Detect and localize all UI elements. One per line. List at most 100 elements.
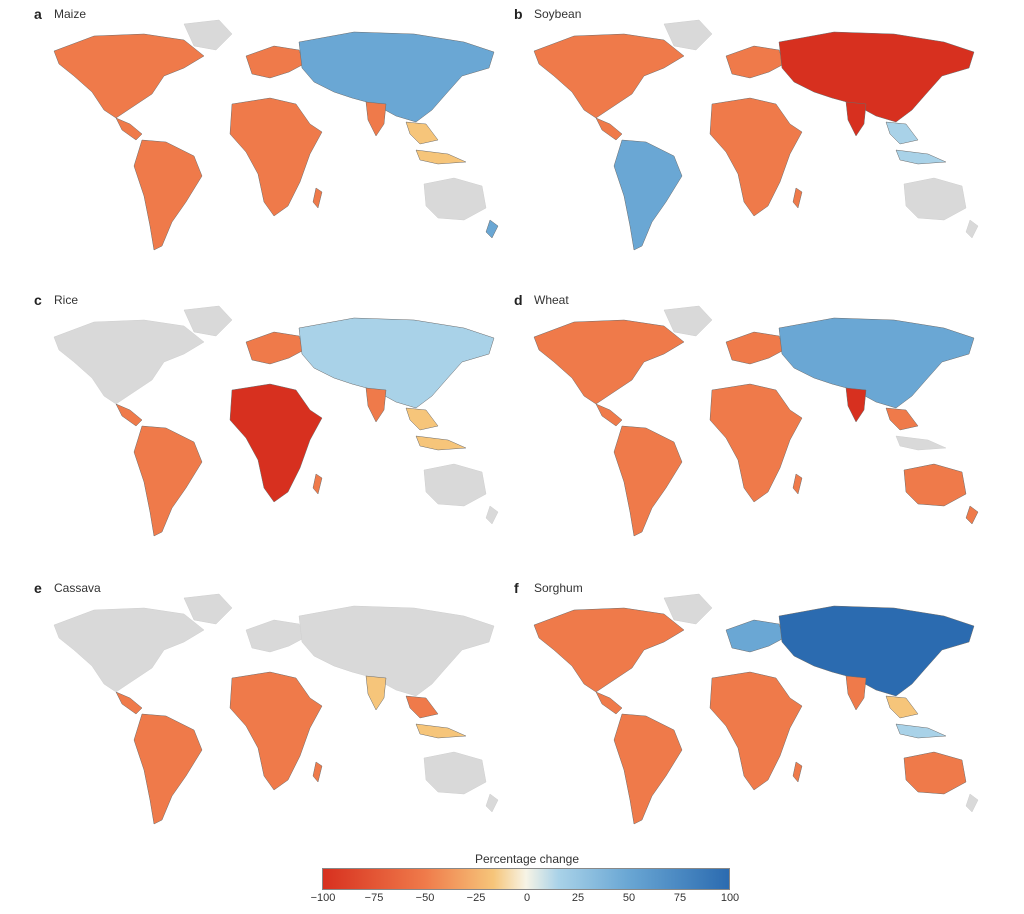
- world-map: [53, 593, 499, 825]
- region-india: [365, 387, 387, 423]
- region-europe: [245, 45, 305, 79]
- region-nz: [965, 793, 979, 813]
- panel-letter: c: [34, 292, 42, 308]
- region-indonesia: [895, 723, 947, 739]
- region-greenland: [183, 593, 233, 625]
- region-asia: [298, 317, 495, 409]
- region-seAsia: [885, 695, 919, 719]
- region-asia: [298, 31, 495, 123]
- panel-letter: f: [514, 580, 519, 596]
- region-europe: [245, 619, 305, 653]
- region-australia: [423, 751, 487, 795]
- region-seAsia: [405, 121, 439, 145]
- region-nz: [485, 793, 499, 813]
- region-indonesia: [895, 435, 947, 451]
- region-india: [365, 675, 387, 711]
- region-centralAm: [595, 403, 623, 427]
- world-map: [533, 19, 979, 251]
- legend-tick: 50: [622, 892, 636, 904]
- world-map: [533, 305, 979, 537]
- region-asia: [778, 605, 975, 697]
- region-madagascar: [792, 761, 803, 783]
- region-indonesia: [415, 149, 467, 165]
- panel-rice: c Rice: [34, 292, 534, 562]
- region-indonesia: [415, 435, 467, 451]
- region-southAmerica: [133, 425, 203, 537]
- legend-tick: 100: [720, 892, 740, 904]
- panel-letter: d: [514, 292, 523, 308]
- region-europe: [245, 331, 305, 365]
- color-legend: Percentage change −100 −75 −50 −25 0 25 …: [311, 852, 740, 912]
- region-greenland: [663, 305, 713, 337]
- panel-wheat: d Wheat: [514, 292, 1014, 562]
- legend-tick: 75: [673, 892, 687, 904]
- legend-tick: −25: [466, 892, 486, 904]
- region-australia: [423, 463, 487, 507]
- region-asia: [778, 317, 975, 409]
- panel-letter: b: [514, 6, 523, 22]
- panel-maize: a Maize: [34, 6, 534, 276]
- region-centralAm: [115, 117, 143, 141]
- region-centralAm: [595, 691, 623, 715]
- region-australia: [423, 177, 487, 221]
- region-madagascar: [312, 473, 323, 495]
- region-greenland: [663, 593, 713, 625]
- region-indonesia: [415, 723, 467, 739]
- region-southAmerica: [613, 425, 683, 537]
- region-madagascar: [792, 187, 803, 209]
- world-map: [533, 593, 979, 825]
- region-southAmerica: [133, 713, 203, 825]
- region-southAmerica: [133, 139, 203, 251]
- legend-tick: −50: [415, 892, 435, 904]
- panel-title: Sorghum: [534, 581, 583, 595]
- region-india: [845, 101, 867, 137]
- region-centralAm: [115, 403, 143, 427]
- region-indonesia: [895, 149, 947, 165]
- region-europe: [725, 45, 785, 79]
- region-australia: [903, 177, 967, 221]
- region-africa: [709, 383, 803, 503]
- region-greenland: [183, 305, 233, 337]
- panel-letter: e: [34, 580, 42, 596]
- panel-soybean: b Soybean: [514, 6, 1014, 276]
- region-australia: [903, 463, 967, 507]
- region-northAmerica: [53, 607, 205, 693]
- region-australia: [903, 751, 967, 795]
- region-madagascar: [312, 761, 323, 783]
- region-seAsia: [885, 121, 919, 145]
- legend-title: Percentage change: [474, 852, 580, 866]
- region-nz: [485, 219, 499, 239]
- region-northAmerica: [53, 319, 205, 405]
- region-southAmerica: [613, 139, 683, 251]
- region-nz: [965, 219, 979, 239]
- panel-letter: a: [34, 6, 42, 22]
- panel-sorghum: f Sorghum: [514, 580, 1014, 850]
- world-map: [53, 305, 499, 537]
- region-northAmerica: [53, 33, 205, 119]
- region-madagascar: [312, 187, 323, 209]
- region-europe: [725, 331, 785, 365]
- panel-title: Rice: [54, 293, 79, 307]
- legend-tick: −75: [364, 892, 384, 904]
- region-africa: [229, 671, 323, 791]
- legend-tick: 25: [571, 892, 585, 904]
- region-africa: [229, 97, 323, 217]
- panel-title: Soybean: [534, 7, 582, 21]
- region-northAmerica: [533, 319, 685, 405]
- region-seAsia: [885, 407, 919, 431]
- region-centralAm: [115, 691, 143, 715]
- panel-cassava: e Cassava: [34, 580, 534, 850]
- region-northAmerica: [533, 607, 685, 693]
- region-seAsia: [405, 407, 439, 431]
- panel-title: Wheat: [534, 293, 569, 307]
- panel-title: Cassava: [54, 581, 101, 595]
- region-india: [845, 675, 867, 711]
- region-africa: [709, 97, 803, 217]
- legend-colorbar: [322, 868, 730, 890]
- region-africa: [229, 383, 323, 503]
- region-africa: [709, 671, 803, 791]
- region-greenland: [183, 19, 233, 51]
- region-centralAm: [595, 117, 623, 141]
- region-seAsia: [405, 695, 439, 719]
- region-greenland: [663, 19, 713, 51]
